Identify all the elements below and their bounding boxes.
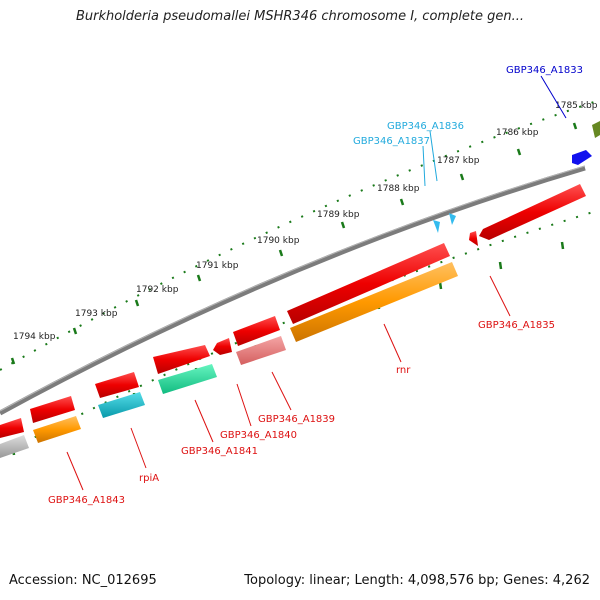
gene-label-rnr[interactable]: rnr (396, 365, 411, 376)
forward-strand-features (0, 121, 600, 438)
gene-feature-A1843[interactable] (30, 396, 75, 423)
tick-1787 (459, 173, 465, 181)
gene-label-A1837[interactable]: GBP346_A1837 (353, 136, 430, 147)
scale-label-1786: 1786 kbp (496, 128, 539, 138)
map-title: Burkholderia pseudomallei MSHR346 chromo… (75, 9, 525, 24)
scale-label-1785: 1785 kbp (555, 101, 598, 111)
tick-1792 (134, 299, 140, 307)
gene-labels: GBP346_A1833 GBP346_A1836 GBP346_A1837 G… (48, 65, 583, 506)
major-ticks (10, 122, 578, 365)
gene-label-A1841[interactable]: GBP346_A1841 (181, 446, 258, 457)
gene-label-A1840[interactable]: GBP346_A1840 (220, 430, 297, 441)
scale-label-1791: 1791 kbp (196, 261, 239, 271)
tick-1791 (196, 274, 202, 282)
gene-feature-pink[interactable] (236, 336, 286, 365)
tick-1785 (572, 122, 578, 130)
gene-feature-gray[interactable] (0, 435, 29, 458)
gene-label-A1833[interactable]: GBP346_A1833 (506, 65, 583, 76)
gene-feature-red-near-A1835[interactable] (469, 231, 478, 246)
genome-backbone-highlight (0, 165, 586, 412)
gene-feature-A1839[interactable] (233, 316, 280, 346)
gene-feature-A1840[interactable] (213, 338, 232, 355)
scale-label-1793: 1793 kbp (75, 309, 118, 319)
gene-feature-A1837[interactable] (449, 213, 456, 225)
gene-feature-rnr[interactable] (290, 262, 458, 342)
gene-feature-A1841[interactable] (153, 345, 210, 374)
scale-label-1789: 1789 kbp (317, 210, 360, 220)
gene-label-A1836[interactable]: GBP346_A1836 (387, 121, 464, 132)
tick-1786 (516, 148, 522, 156)
gene-label-A1843[interactable]: GBP346_A1843 (48, 495, 125, 506)
gene-label-rpiA[interactable]: rpiA (139, 473, 159, 484)
genome-backbone (0, 165, 586, 416)
scale-label-1790: 1790 kbp (257, 236, 300, 246)
scale-label-1788: 1788 kbp (377, 184, 420, 194)
scale-label-1794: 1794 kbp (13, 332, 56, 342)
gene-feature-A1835[interactable] (479, 184, 586, 240)
scale-labels: 1785 kbp 1786 kbp 1787 kbp 1788 kbp 1789… (13, 101, 598, 342)
tick-1793 (72, 327, 78, 335)
tick-1788 (399, 198, 405, 206)
gene-feature-orange-small[interactable] (33, 416, 81, 443)
topology-text: Topology: linear; Length: 4,098,576 bp; … (244, 573, 590, 588)
tick-1790 (278, 249, 284, 257)
gene-feature-green[interactable] (158, 364, 217, 394)
tick-1794 (10, 357, 16, 365)
reverse-strand-features (0, 262, 458, 458)
accession-text: Accession: NC_012695 (9, 573, 157, 588)
gene-feature-left-red[interactable] (0, 418, 24, 438)
gene-feature-large-red[interactable] (287, 243, 450, 324)
scale-label-1792: 1792 kbp (136, 285, 179, 295)
gene-feature-olive[interactable] (592, 121, 600, 138)
gene-feature-rpiA[interactable] (95, 372, 139, 398)
gene-label-A1835[interactable]: GBP346_A1835 (478, 320, 555, 331)
gene-feature-A1836[interactable] (433, 220, 440, 233)
scale-label-1787: 1787 kbp (437, 156, 480, 166)
gene-feature-A1833[interactable] (572, 150, 592, 165)
inner-scale-track (0, 209, 600, 456)
tick-1789 (340, 221, 346, 229)
gene-feature-teal[interactable] (98, 392, 145, 418)
gene-label-A1839[interactable]: GBP346_A1839 (258, 414, 335, 425)
label-leader-lines (66, 75, 567, 491)
